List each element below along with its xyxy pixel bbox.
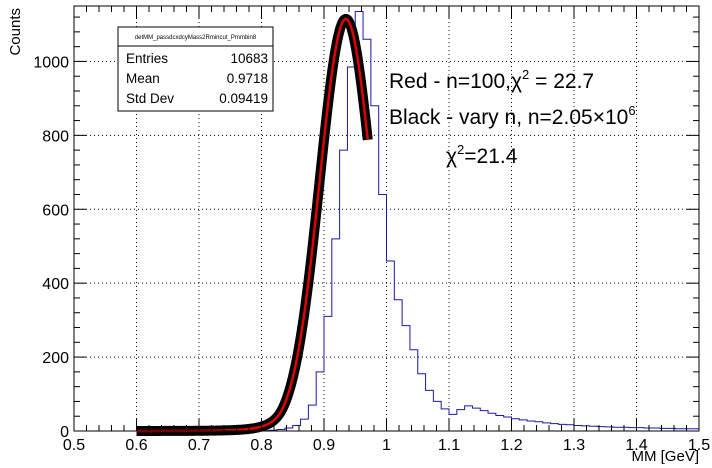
x-tick-label: 0.9 [313,437,335,454]
stats-mean-label: Mean [126,71,160,86]
y-tick-label: 400 [42,276,69,293]
x-tick-label: 1.3 [563,437,585,454]
annotation-red-fit: Red - n=100,χ2 = 22.7 [389,67,594,93]
x-axis-title: MM [GeV] [631,448,699,465]
x-tick-label: 0.5 [63,437,85,454]
annotation-black-fit: Black - vary n, n=2.05×106 [389,103,636,129]
y-axis-title: Counts [7,8,24,56]
annotation-chi2-black: χ2=21.4 [446,142,518,168]
tick-labels-layer: 0.5 0.6 0.7 0.8 0.9 1 1.1 1.2 1.3 1.4 1.5 0 200 400 60… [33,54,710,454]
y-tick-label: 800 [42,128,69,145]
x-tick-label: 1.2 [500,437,522,454]
y-tick-label: 200 [42,350,69,367]
stats-box-title: detMM_passdcxdcyMass2Rmincut_Pmmbin8 [135,35,257,41]
y-tick-label: 600 [42,202,69,219]
stats-stddev-label: Std Dev [126,91,174,106]
x-tick-label: 1.4 [625,437,647,454]
stats-entries-value: 10683 [230,51,268,66]
x-tick-label: 1.5 [688,437,710,454]
stats-box: detMM_passdcxdcyMass2Rmincut_Pmmbin8 Ent… [117,26,274,112]
axes-frame [73,5,700,432]
x-tick-label: 0.8 [250,437,272,454]
stats-box-frame [117,26,274,112]
stats-entries-label: Entries [126,51,168,66]
x-tick-label: 0.6 [125,437,147,454]
stats-stddev-value: 0.09419 [219,91,268,106]
y-tick-label: 0 [60,424,69,441]
x-tick-label: 0.7 [188,437,210,454]
x-tick-label: 1 [382,437,391,454]
y-tick-label: 1000 [33,54,69,71]
x-tick-label: 1.1 [438,437,460,454]
stats-mean-value: 0.9718 [227,71,268,86]
